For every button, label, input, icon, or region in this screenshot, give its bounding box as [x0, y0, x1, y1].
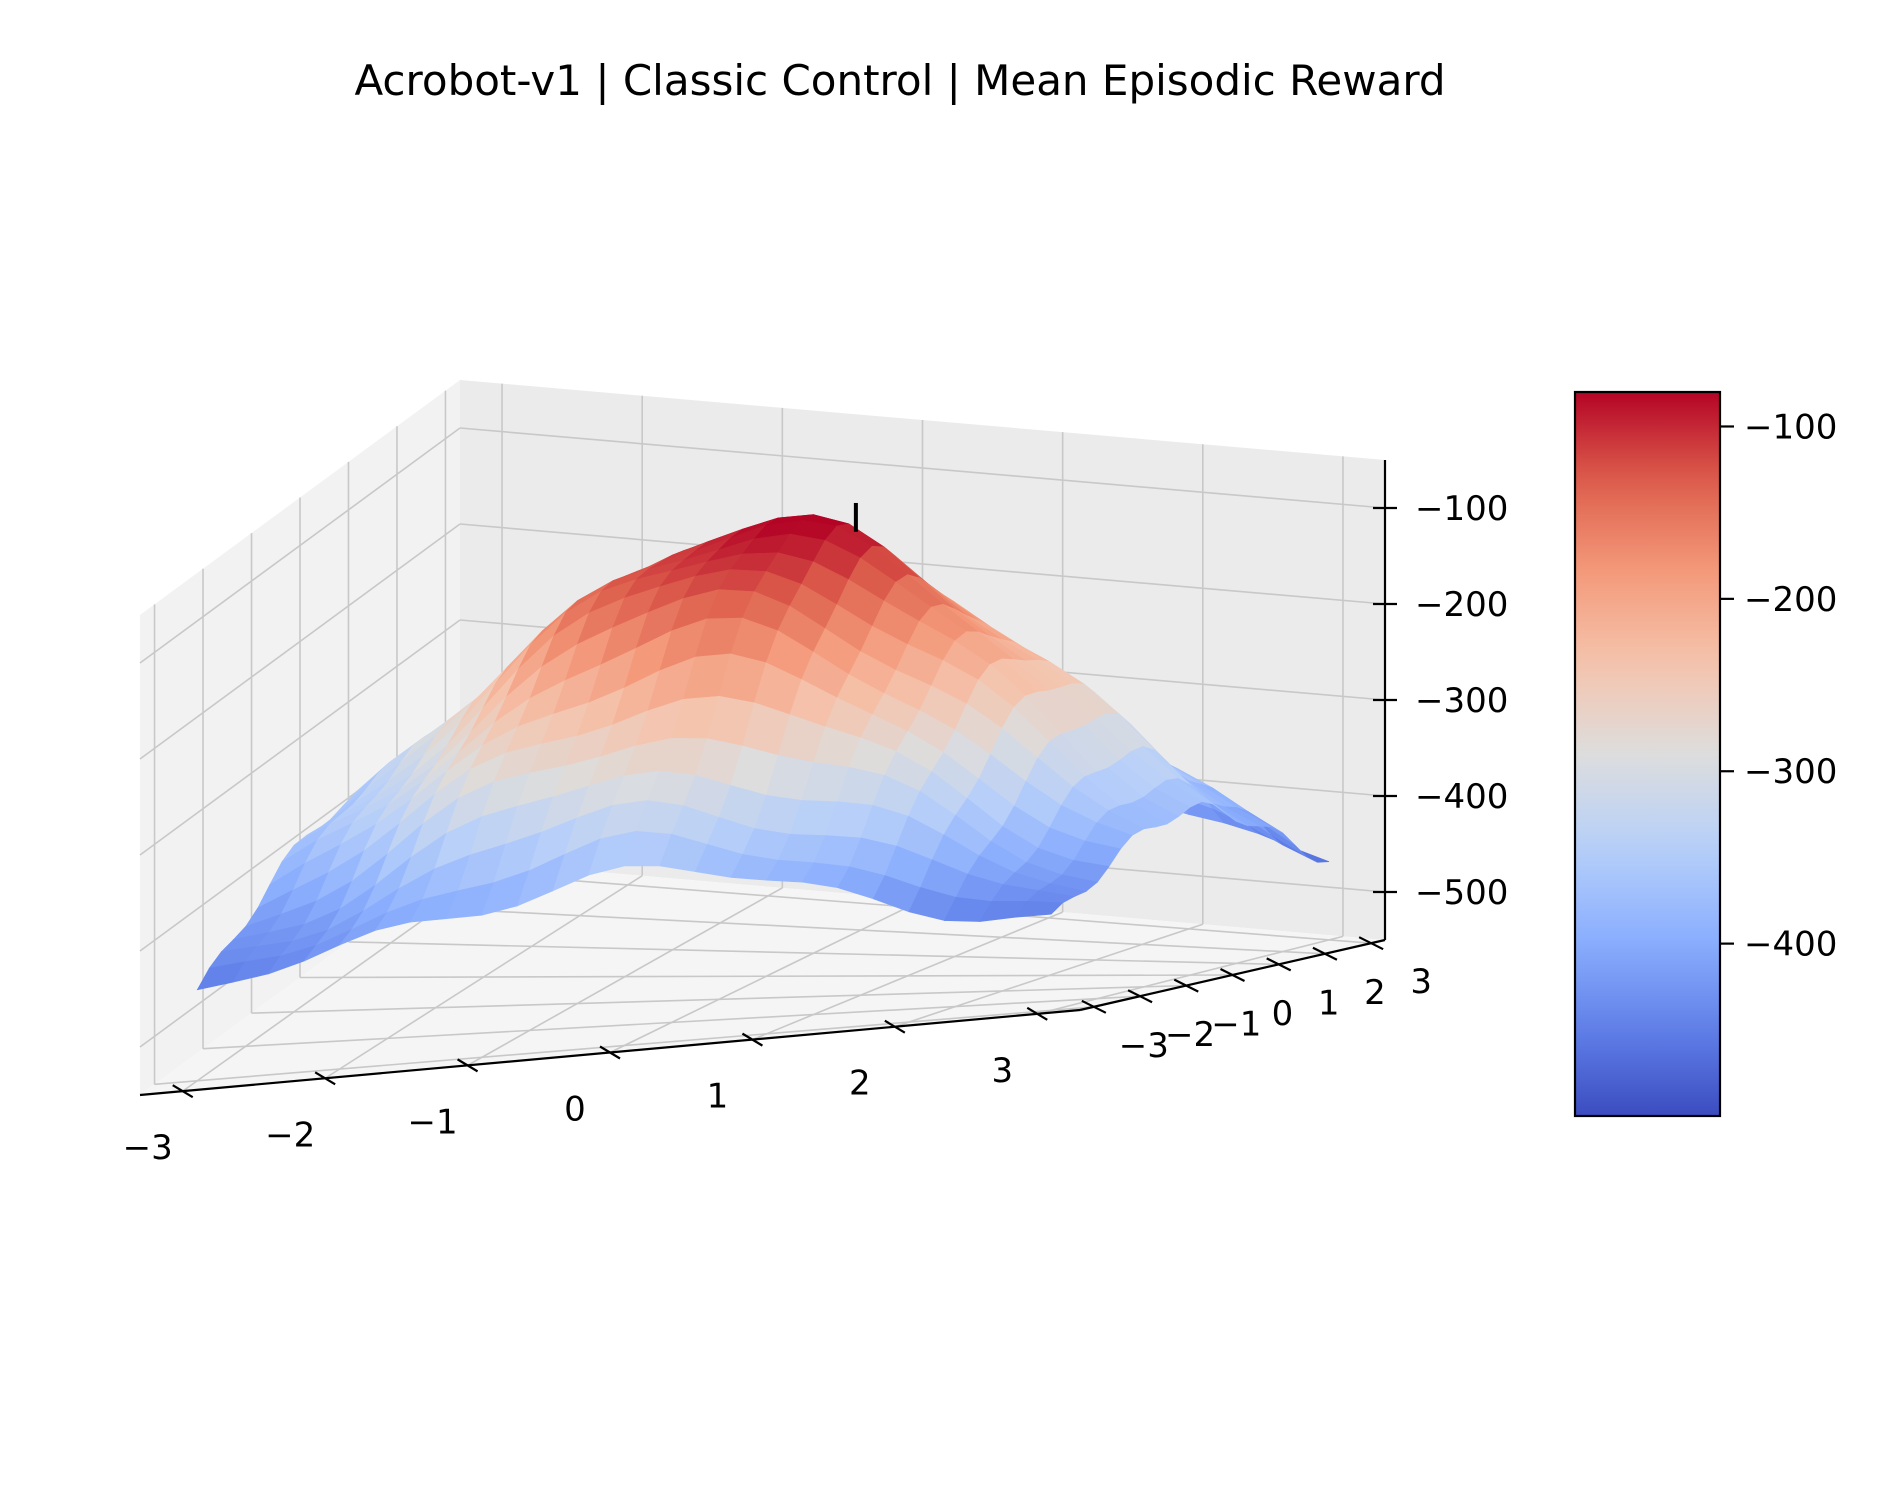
y-tick-label: −2 — [1165, 1015, 1215, 1055]
grid-line — [154, 1006, 1094, 1086]
y-tick-label: 2 — [1364, 973, 1386, 1013]
y-tick — [1127, 989, 1153, 1004]
z-tick-label: −500 — [1415, 873, 1508, 913]
y-tick-label: −1 — [1211, 1005, 1261, 1045]
y-tick-label: 3 — [1410, 962, 1432, 1002]
x-tick — [457, 1058, 479, 1073]
y-tick — [1358, 936, 1384, 951]
x-tick-label: 3 — [991, 1051, 1013, 1091]
y-tick-label: −3 — [1119, 1026, 1169, 1066]
x-tick — [741, 1032, 763, 1047]
colorbar-tick-label: −300 — [1744, 752, 1837, 792]
z-tick-label: −300 — [1415, 681, 1508, 721]
x-tick — [172, 1084, 194, 1099]
grid-line — [348, 941, 1279, 966]
y-tick — [1081, 999, 1107, 1014]
colorbar-tick-label: −100 — [1744, 407, 1837, 447]
grid-line — [299, 974, 1233, 979]
grid-line — [459, 427, 1386, 509]
x-tick-label: −2 — [265, 1115, 315, 1155]
y-tick — [1220, 968, 1245, 982]
grid-line — [139, 523, 461, 760]
y-tick — [1312, 946, 1338, 961]
surface-mesh — [196, 502, 1330, 991]
grid-line — [459, 523, 1386, 605]
surface-face — [1014, 901, 1064, 918]
y-tick-label: 0 — [1272, 994, 1294, 1034]
grid-line — [139, 427, 461, 664]
x-tick — [884, 1019, 906, 1034]
grid-line — [139, 619, 461, 856]
colorbar-tick-label: −200 — [1744, 580, 1837, 620]
axes-ticks: −3 −2 −1 0 1 2 3−3−2−1 0 1 2 3−500−400−300−200−100 — [123, 489, 1509, 1168]
colorbar-tick-label: −400 — [1744, 925, 1837, 965]
x-tick-label: −3 — [123, 1128, 173, 1168]
y-tick — [1266, 957, 1292, 972]
chart-title: Acrobot-v1 | Classic Control | Mean Epis… — [354, 56, 1445, 105]
x-tick — [314, 1071, 336, 1086]
y-tick — [1173, 978, 1199, 993]
grid-line — [251, 984, 1187, 1014]
colorbar: −400 −300 −200 −100 — [1573, 390, 1837, 1118]
x-tick — [1026, 1006, 1048, 1021]
x-tick-label: 2 — [849, 1064, 871, 1104]
x-tick-label: −1 — [408, 1102, 458, 1142]
x-tick — [599, 1045, 621, 1060]
z-tick-label: −200 — [1415, 585, 1508, 625]
z-tick-label: −100 — [1415, 489, 1508, 529]
z-tick-label: −400 — [1415, 777, 1508, 817]
y-tick-label: 1 — [1318, 983, 1340, 1023]
grid-line — [396, 905, 1325, 955]
grid-line — [202, 995, 1141, 1050]
x-tick-label: 1 — [707, 1077, 729, 1117]
x-tick-label: 0 — [564, 1090, 586, 1130]
colorbar-body — [1573, 390, 1722, 1118]
